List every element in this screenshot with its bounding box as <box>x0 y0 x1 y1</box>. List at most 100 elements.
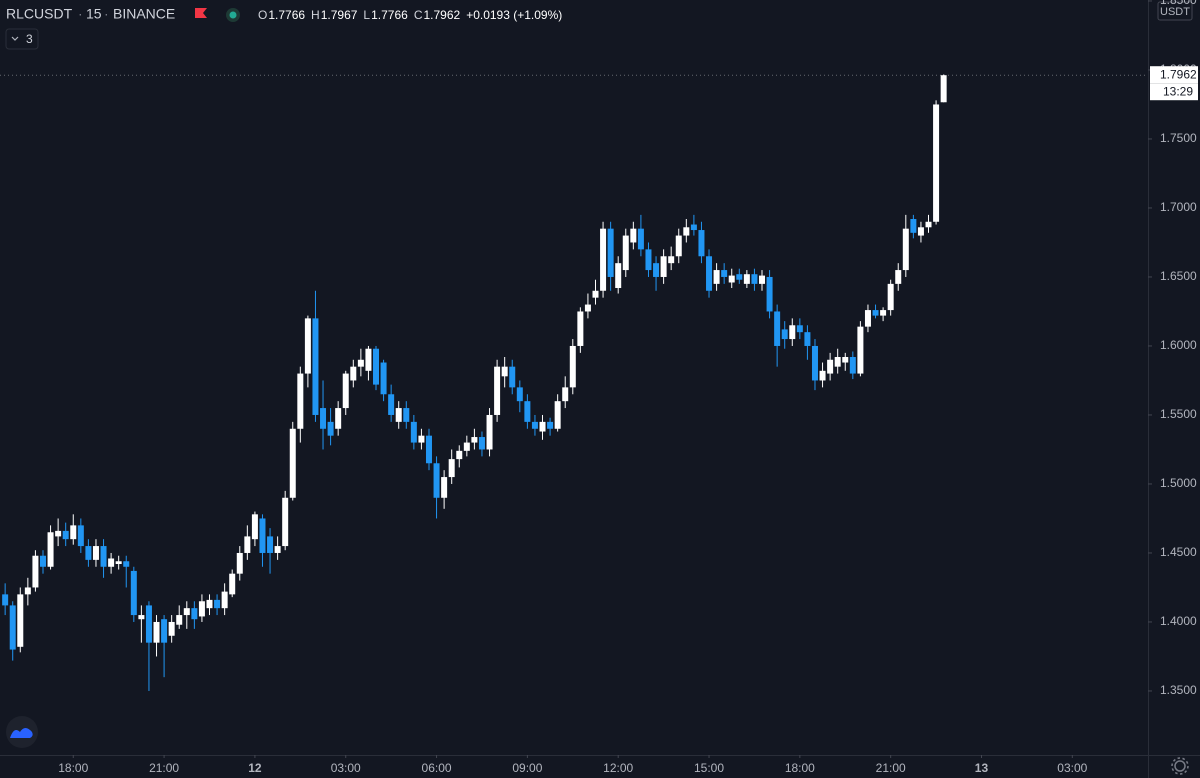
currency: USDT <box>1160 6 1190 18</box>
candle-body <box>138 615 145 620</box>
candle-body <box>880 310 887 316</box>
symbol[interactable]: RLCUSDT <box>6 6 73 22</box>
candle-body <box>168 621 175 636</box>
y-tick-label: 1.4500 <box>1160 545 1197 559</box>
candle-body <box>388 394 395 415</box>
header: RLCUSDT · 15 · BINANCE O 1.7766 H 1.7967 L 1.… <box>5 6 562 50</box>
candle-body <box>759 275 766 284</box>
candle-body <box>713 270 720 284</box>
candle-body <box>373 348 380 385</box>
candle-body <box>834 357 841 367</box>
candle-body <box>827 359 834 374</box>
logo[interactable] <box>6 716 38 748</box>
candle-body <box>456 450 463 460</box>
y-tick-label: 1.8500 <box>1160 0 1197 7</box>
status-dot <box>229 11 237 19</box>
candle-body <box>153 621 160 643</box>
candle-body <box>198 601 205 617</box>
candle-body <box>645 249 652 271</box>
candle-body <box>9 605 16 650</box>
candle-body <box>925 221 932 228</box>
candle-body <box>509 366 516 388</box>
candle-body <box>100 546 107 567</box>
candle-body <box>887 283 894 311</box>
candle-body <box>62 530 69 540</box>
x-tick-label: 21:00 <box>876 761 906 775</box>
candle-body <box>176 615 183 625</box>
x-tick-label: 09:00 <box>512 761 542 775</box>
candle-body <box>660 256 667 277</box>
legend-value: 1.7967 <box>321 8 358 22</box>
candle-body <box>615 263 622 289</box>
candle-body <box>600 228 607 291</box>
x-tick-label: 12:00 <box>603 761 633 775</box>
separator: · <box>78 6 83 22</box>
indicator-toggle[interactable] <box>5 28 39 50</box>
countdown-label: 13:29 <box>1163 84 1193 98</box>
legend-label: C <box>414 8 423 22</box>
candle-body <box>796 325 803 333</box>
candle-body <box>933 104 940 222</box>
candle-body <box>721 270 728 277</box>
candle-body <box>683 227 690 236</box>
interval[interactable]: 15 <box>86 6 102 22</box>
candle-body <box>569 345 576 388</box>
x-tick-label: 21:00 <box>149 761 179 775</box>
x-tick-label: 03:00 <box>1057 761 1087 775</box>
candle-body <box>478 437 485 450</box>
candle-body <box>819 370 826 381</box>
currency-box[interactable] <box>1157 1 1193 21</box>
legend-label: O <box>258 8 267 22</box>
candle-body <box>418 435 425 443</box>
candle-body <box>743 274 750 284</box>
candle-body <box>191 608 198 620</box>
candle-body <box>698 230 705 257</box>
candle-body <box>77 525 84 547</box>
y-tick-label: 1.7500 <box>1160 131 1197 145</box>
candle-body <box>39 555 46 567</box>
last-price-label: 1.7962 <box>1160 67 1197 81</box>
candle-body <box>902 228 909 271</box>
candle-body <box>917 227 924 236</box>
candle-body <box>849 357 856 374</box>
candle-body <box>448 459 455 478</box>
candle-body <box>842 357 849 363</box>
candle-body <box>728 275 735 283</box>
candle-body <box>766 276 773 312</box>
candle-body <box>501 366 508 377</box>
candle-body <box>395 408 402 422</box>
settings-icon[interactable] <box>1171 757 1189 775</box>
candle-body <box>781 329 788 340</box>
plot-area <box>0 74 1148 691</box>
candle-body <box>433 463 440 498</box>
candle-body <box>251 514 258 540</box>
legend-value: 1.7962 <box>423 8 460 22</box>
candle-body <box>327 421 334 436</box>
candle-body <box>350 366 357 381</box>
candle-body <box>675 235 682 257</box>
candle-body <box>494 366 501 415</box>
candle-body <box>297 373 304 429</box>
candle-body <box>668 256 675 264</box>
candle-body <box>85 546 92 560</box>
flag-icon[interactable] <box>195 8 207 18</box>
candle-body <box>789 325 796 340</box>
legend-change: +0.0193 (+1.09%) <box>466 8 562 22</box>
candle-body <box>554 401 561 429</box>
y-tick-label: 1.3500 <box>1160 683 1197 697</box>
candle-body <box>637 228 644 250</box>
candle-body <box>380 362 387 395</box>
candle-body <box>630 228 637 243</box>
candle-body <box>463 442 470 451</box>
y-tick-label: 1.4000 <box>1160 614 1197 628</box>
candle-body <box>214 599 221 609</box>
candle-body <box>229 573 236 595</box>
candle-body <box>47 532 54 567</box>
candle-body <box>365 348 372 371</box>
candle-body <box>17 594 24 647</box>
chevron-icon <box>11 36 19 41</box>
candle-body <box>471 437 478 443</box>
legend-value: 1.7766 <box>371 8 408 22</box>
candle-body <box>206 599 213 609</box>
